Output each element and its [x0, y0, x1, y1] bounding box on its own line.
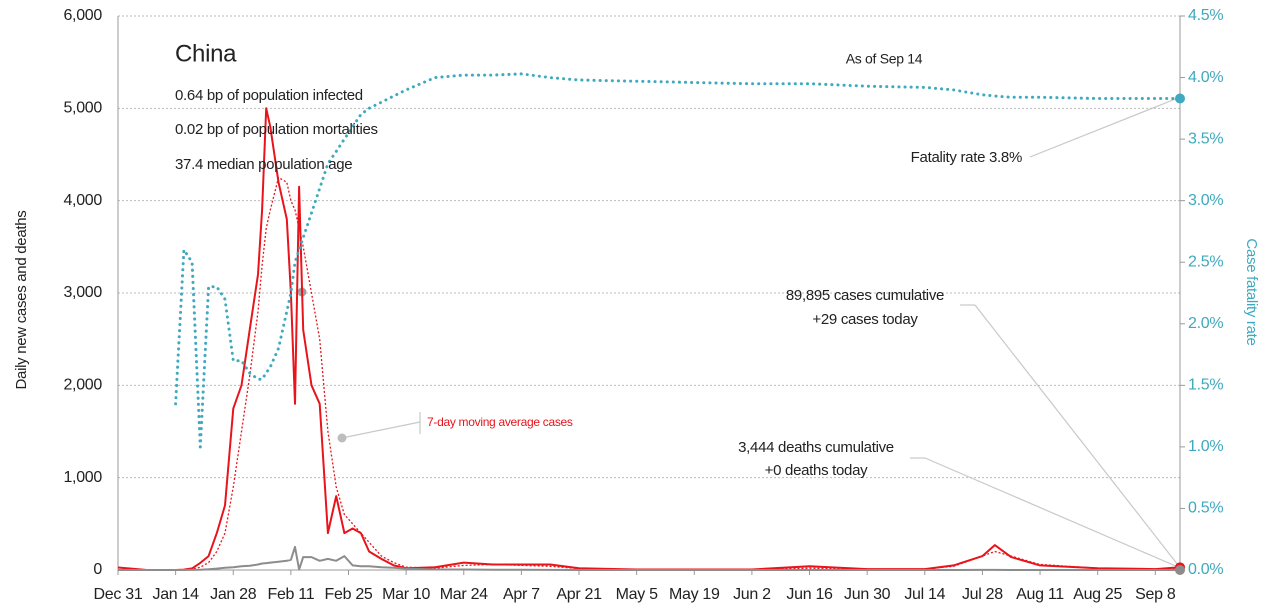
y2-tick-label: 0.5%: [1188, 500, 1223, 517]
x-tick-label: May 19: [669, 586, 720, 603]
end-point: [1175, 93, 1185, 104]
y2-tick-label: 2.0%: [1188, 315, 1223, 332]
plot-area: 0 1,000 2,000 3,000 4,000 5,000 6,000 0.0% 0.5% 1…: [63, 7, 1223, 603]
y-tick-label: 3,000: [63, 284, 102, 301]
x-tick-label: Apr 7: [503, 586, 540, 603]
x-tick-label: Mar 24: [440, 586, 488, 603]
leader-line: [974, 304, 1179, 566]
x-tick-label: Jun 30: [844, 586, 891, 603]
x-tick-label: Jan 14: [153, 586, 200, 603]
annotation: +0 deaths today: [765, 462, 868, 479]
chart-title: China: [175, 40, 237, 67]
subtitle: 0.02 bp of population mortalities: [175, 121, 378, 138]
end-point: [1175, 565, 1185, 575]
x-tick-label: Jul 14: [904, 586, 945, 603]
x-tick-label: Mar 10: [382, 586, 430, 603]
y-tick-label: 0: [93, 561, 102, 578]
y-tick-label: 5,000: [63, 100, 102, 117]
y-tick-label: 4,000: [63, 192, 102, 209]
annotation: +29 cases today: [812, 311, 918, 328]
annotation: Fatality rate 3.8%: [911, 149, 1022, 166]
x-tick-label: Jul 28: [962, 586, 1003, 603]
x-tick-label: Jun 2: [733, 586, 771, 603]
x-tick-label: Jan 28: [210, 586, 257, 603]
annotation: 7-day moving average cases: [427, 415, 573, 429]
annotation: 3,444 deaths cumulative: [738, 439, 894, 456]
x-tick-label: May 5: [616, 586, 658, 603]
x-tick-label: Aug 11: [1016, 586, 1064, 603]
series-line: [118, 176, 1181, 571]
x-tick-label: Apr 21: [556, 586, 602, 603]
y2-tick-label: 3.0%: [1188, 192, 1223, 209]
x-tick-label: Dec 31: [94, 586, 143, 603]
x-tick-label: Jun 16: [786, 586, 833, 603]
annotation: As of Sep 14: [846, 51, 923, 67]
series-line: [117, 107, 1181, 571]
y-tick-label: 1,000: [63, 469, 102, 486]
subtitle: 0.64 bp of population infected: [175, 87, 363, 104]
subtitle: 37.4 median population age: [175, 156, 352, 173]
y2-tick-label: 1.0%: [1188, 438, 1223, 455]
y2-tick-label: 0.0%: [1188, 561, 1223, 578]
annotation: 89,895 cases cumulative: [786, 287, 944, 304]
y2-axis-label: Case fatality rate: [1243, 238, 1260, 345]
y2-tick-label: 1.5%: [1188, 377, 1223, 394]
x-tick-label: Sep 8: [1135, 586, 1176, 603]
x-tick-label: Feb 11: [267, 586, 314, 603]
y-tick-label: 6,000: [63, 7, 102, 24]
leader-line: [1029, 97, 1179, 158]
y2-tick-label: 4.0%: [1188, 69, 1223, 86]
y-tick-label: 2,000: [63, 377, 102, 394]
leader-line: [341, 421, 421, 439]
y2-tick-label: 3.5%: [1188, 130, 1223, 147]
y2-tick-label: 4.5%: [1188, 7, 1223, 24]
series-line: [174, 72, 1182, 449]
x-tick-label: Feb 25: [325, 586, 373, 603]
anchor-dot: [337, 433, 347, 443]
y-axis-label: Daily new cases and deaths: [13, 211, 30, 390]
leader-line: [924, 457, 1179, 568]
y2-tick-label: 2.5%: [1188, 253, 1223, 270]
x-tick-label: Aug 25: [1073, 586, 1122, 603]
series-line: [118, 545, 1180, 571]
